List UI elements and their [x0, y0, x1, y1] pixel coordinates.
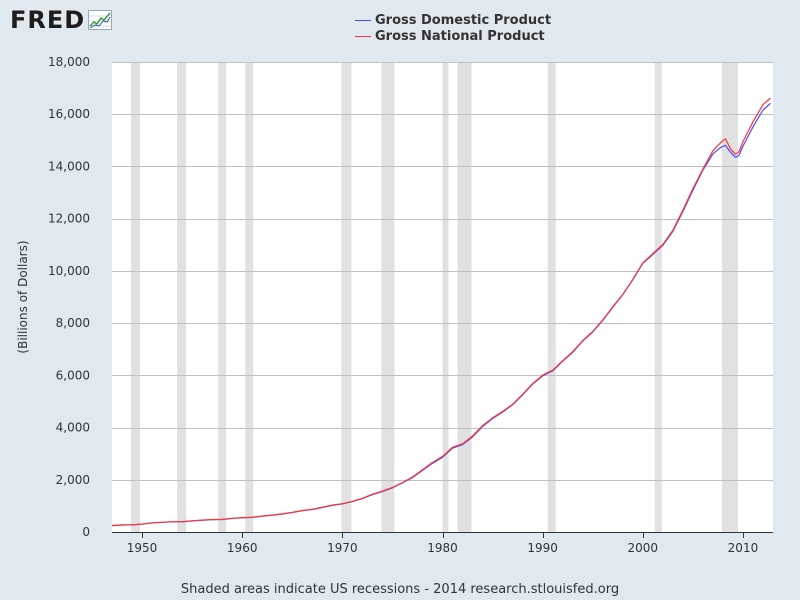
y-tick-label: 8,000	[56, 316, 90, 330]
y-tick-labels: 0 2,000 4,000 6,000 8,000 10,000 12,000 14,000 1…	[48, 55, 90, 539]
y-tick-label: 12,000	[48, 212, 90, 226]
y-tick-label: 16,000	[48, 107, 90, 121]
chart-legend: Gross Domestic Product Gross National Pr…	[355, 12, 551, 44]
fred-logo[interactable]: FRED	[10, 6, 113, 34]
legend-item-gdp[interactable]: Gross Domestic Product	[355, 12, 551, 28]
series-line-gnp	[111, 97, 771, 527]
mini-line-chart-icon	[88, 10, 113, 30]
legend-label-gnp: Gross National Product	[375, 28, 545, 44]
x-tick-label: 1970	[327, 541, 358, 555]
legend-swatch-gnp	[355, 35, 371, 37]
recession-band-3	[245, 62, 254, 532]
recession-band-6	[442, 62, 449, 532]
x-tick-label: 2010	[728, 541, 759, 555]
series-lines	[111, 97, 771, 527]
y-tick-label: 2,000	[56, 473, 90, 487]
y-axis-title: (Billions of Dollars)	[16, 240, 30, 353]
grid-lines	[112, 62, 773, 481]
recession-band-2	[218, 62, 227, 532]
y-tick-label: 18,000	[48, 55, 90, 69]
y-tick-label: 14,000	[48, 159, 90, 173]
y-tick-label: 6,000	[56, 368, 90, 382]
logo-text: FRED	[10, 6, 86, 34]
y-tick-label: 10,000	[48, 264, 90, 278]
recession-band-8	[547, 62, 556, 532]
recession-shading	[131, 62, 738, 532]
x-tick-label: 2000	[628, 541, 659, 555]
recession-band-7	[457, 62, 472, 532]
recession-band-1	[177, 62, 187, 532]
x-tick-label: 1960	[227, 541, 258, 555]
legend-item-gnp[interactable]: Gross National Product	[355, 28, 551, 44]
x-tick-labels: 1950 1960 1970 1980 1990 2000 2010	[127, 532, 758, 555]
recession-band-4	[341, 62, 352, 532]
x-tick-label: 1950	[127, 541, 158, 555]
recession-band-0	[131, 62, 141, 532]
y-tick-label: 0	[82, 525, 90, 539]
x-tick-label: 1990	[527, 541, 558, 555]
recession-band-9	[654, 62, 662, 532]
legend-label-gdp: Gross Domestic Product	[375, 12, 552, 28]
x-tick-label: 1980	[427, 541, 458, 555]
recession-band-5	[381, 62, 395, 532]
recession-band-10	[721, 62, 738, 532]
footer-note: Shaded areas indicate US recessions - 20…	[180, 582, 620, 597]
y-tick-label: 4,000	[56, 421, 90, 435]
legend-swatch-gdp	[355, 19, 371, 21]
